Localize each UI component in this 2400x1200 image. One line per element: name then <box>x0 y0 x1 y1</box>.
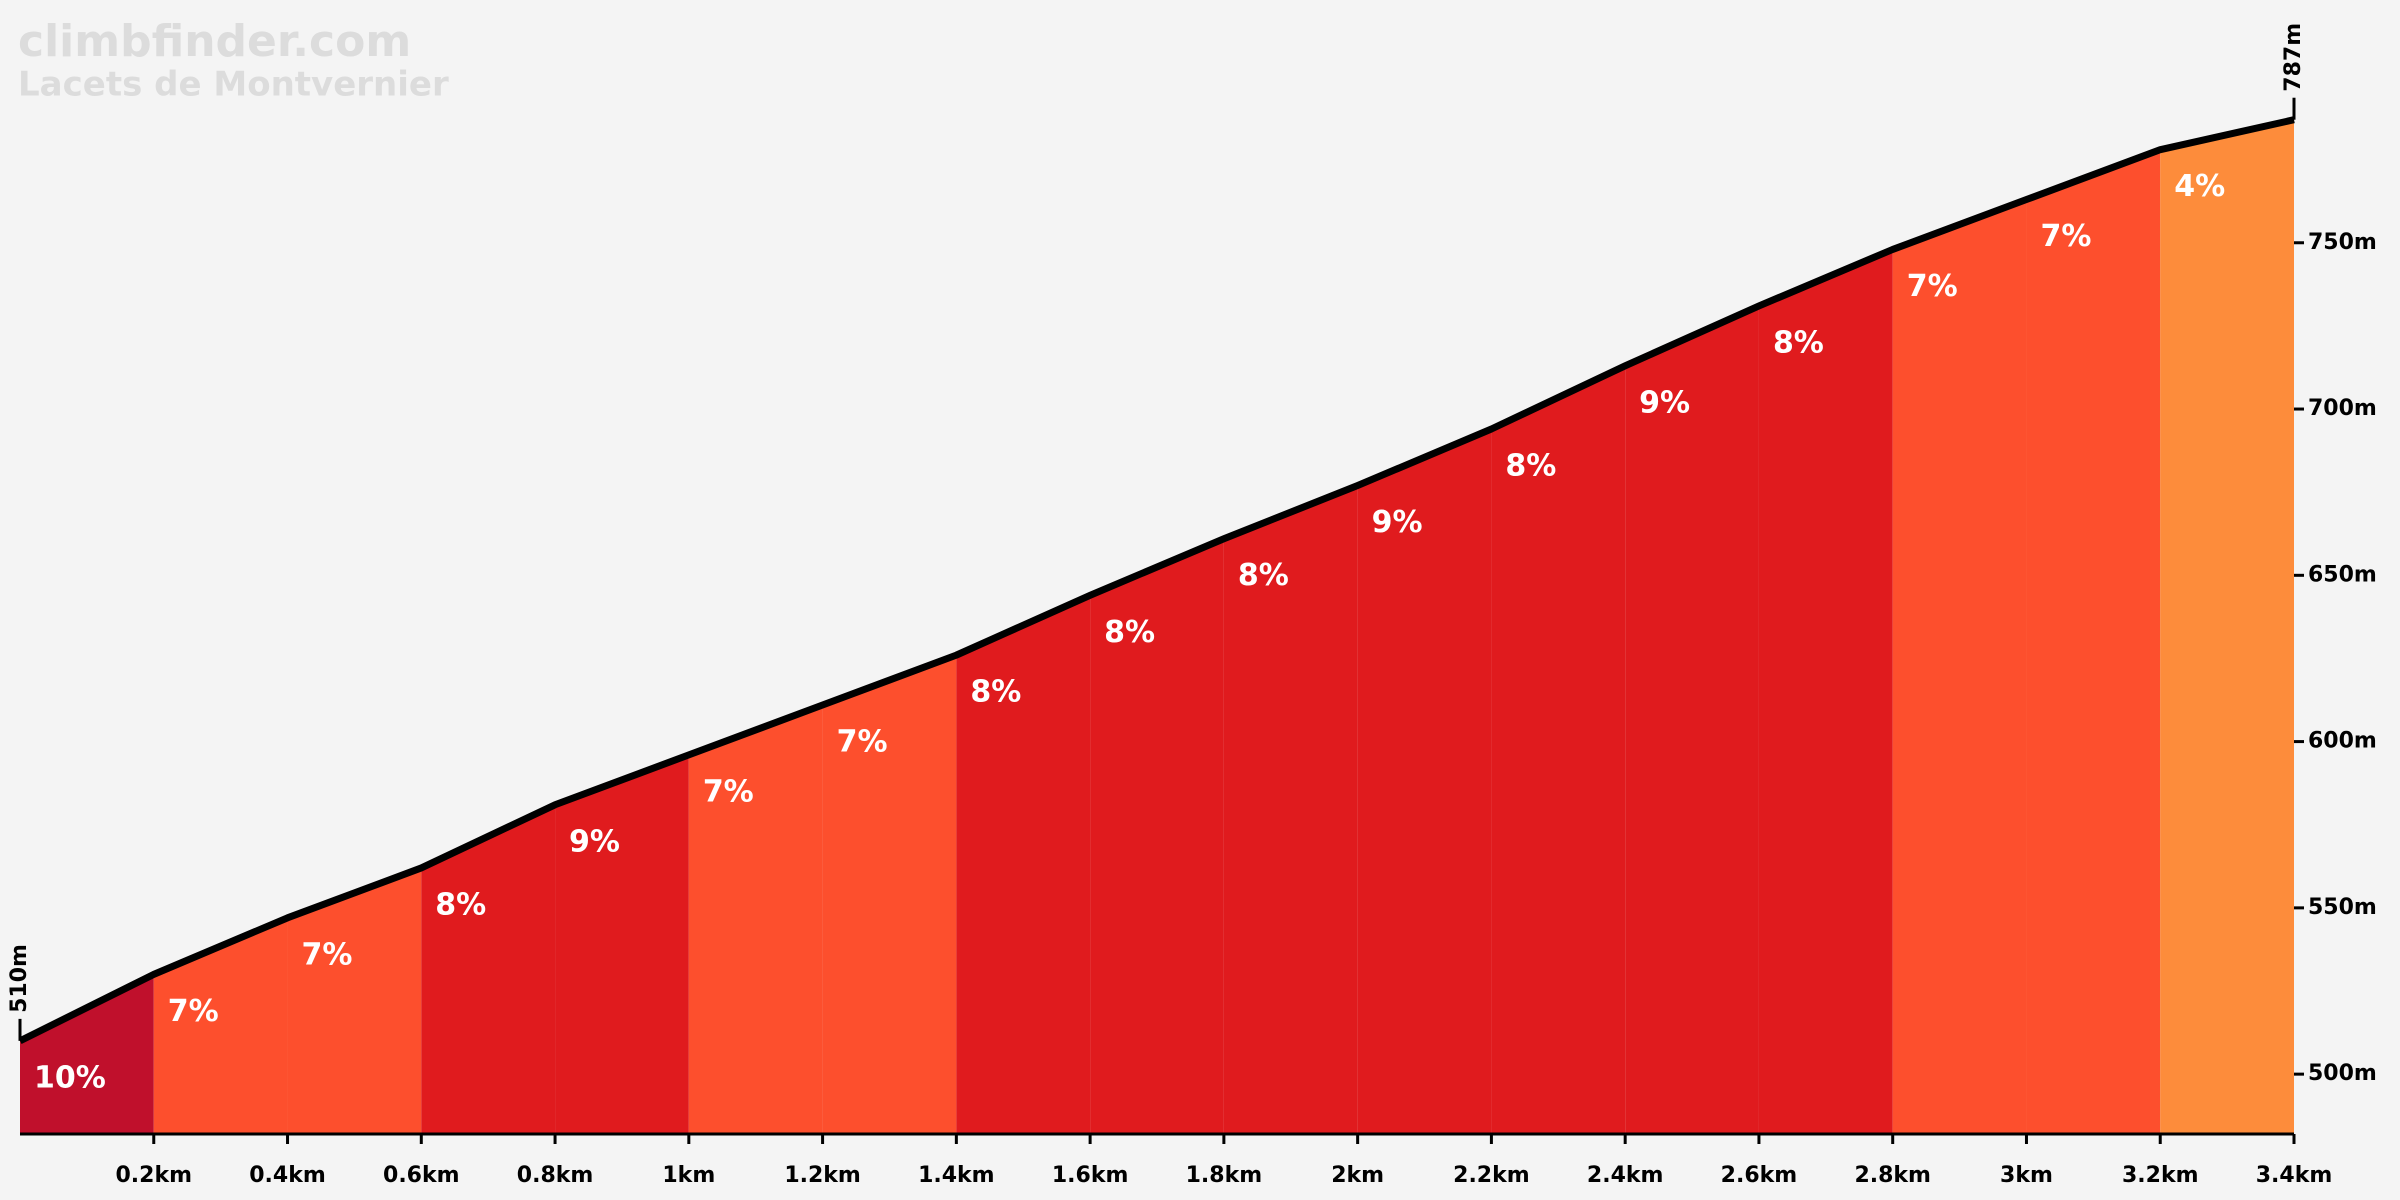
grade-segment <box>555 754 689 1134</box>
elevation-label: 787m <box>2281 23 2306 92</box>
grade-label: 7% <box>302 937 353 972</box>
x-tick-label: 1.8km <box>1186 1163 1263 1188</box>
x-tick-label: 1km <box>662 1163 715 1188</box>
grade-label: 4% <box>2174 169 2225 204</box>
grade-label: 8% <box>1104 615 1155 650</box>
x-tick-label: 2.2km <box>1453 1163 1530 1188</box>
grade-segment <box>1892 199 2027 1135</box>
grade-segment <box>1758 249 1893 1135</box>
grade-label: 10% <box>34 1060 106 1095</box>
grade-segment <box>1491 365 1626 1134</box>
grade-label: 8% <box>970 675 1021 710</box>
y-tick-label: 600m <box>2308 729 2377 754</box>
grade-label: 9% <box>1639 385 1690 420</box>
x-tick-label: 3.4km <box>2256 1163 2333 1188</box>
grade-label: 9% <box>1372 505 1423 540</box>
elevation-line <box>18 116 2295 1045</box>
grade-label: 7% <box>1907 269 1958 304</box>
x-tick-label: 0.8km <box>517 1163 594 1188</box>
grade-label: 7% <box>2040 219 2091 254</box>
grade-segment <box>2026 149 2161 1135</box>
grade-segment <box>688 705 823 1134</box>
elevation-label: 510m <box>7 944 32 1013</box>
grade-segment <box>1625 305 1759 1134</box>
grade-segment <box>2160 119 2294 1134</box>
x-tick-label: 3km <box>2000 1163 2053 1188</box>
grade-label: 7% <box>703 774 754 809</box>
x-tick-label: 1.2km <box>784 1163 861 1188</box>
y-tick-label: 500m <box>2308 1061 2377 1086</box>
grade-label: 8% <box>435 887 486 922</box>
x-tick-label: 0.6km <box>383 1163 460 1188</box>
grade-segment <box>421 804 556 1134</box>
x-tick-label: 0.2km <box>115 1163 192 1188</box>
y-tick-label: 700m <box>2308 396 2377 421</box>
x-tick-label: 2km <box>1331 1163 1384 1188</box>
y-tick-label: 650m <box>2308 562 2377 587</box>
y-tick-label: 550m <box>2308 895 2377 920</box>
x-tick-label: 2.6km <box>1721 1163 1798 1188</box>
x-tick-label: 1.6km <box>1052 1163 1129 1188</box>
x-tick-label: 0.4km <box>249 1163 326 1188</box>
chart-title: climbfinder.com <box>18 16 411 67</box>
grade-segment <box>153 917 288 1134</box>
x-tick-label: 2.4km <box>1587 1163 1664 1188</box>
grade-label: 7% <box>168 994 219 1029</box>
grade-segment <box>822 655 957 1134</box>
grade-label: 8% <box>1773 325 1824 360</box>
x-tick-label: 2.8km <box>1854 1163 1931 1188</box>
grade-segment <box>1357 428 1492 1134</box>
grade-segment <box>956 595 1091 1134</box>
grade-segment <box>1223 485 1358 1135</box>
grade-segment <box>20 974 154 1134</box>
grade-label: 8% <box>1238 558 1289 593</box>
chart-subtitle: Lacets de Montvernier <box>18 65 449 105</box>
x-tick-label: 1.4km <box>918 1163 995 1188</box>
grade-label: 7% <box>837 725 888 760</box>
grade-segment <box>287 867 422 1134</box>
grade-label: 8% <box>1505 448 1556 483</box>
y-tick-label: 750m <box>2308 230 2377 255</box>
grade-segment <box>1090 538 1224 1134</box>
grade-label: 9% <box>569 824 620 859</box>
x-tick-label: 3.2km <box>2122 1163 2199 1188</box>
